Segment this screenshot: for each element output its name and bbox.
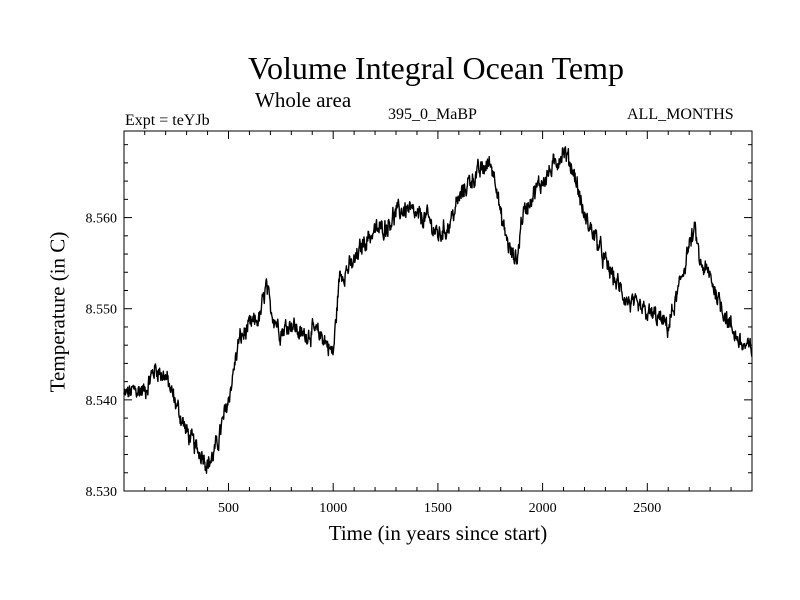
axis-ticks [124,131,752,492]
x-tick-label: 500 [218,501,239,516]
y-tick-label: 8.540 [86,394,118,409]
period-label: ALL_MONTHS [627,106,734,123]
x-tick-label: 2500 [633,501,661,516]
experiment-id: 395_0_MaBP [388,106,477,123]
chart-subtitle: Whole area [255,88,352,112]
x-tick-label: 1000 [319,501,347,516]
chart-title: Volume Integral Ocean Temp [247,50,624,86]
temperature-series-line [123,146,753,474]
x-tick-label: 2000 [529,501,557,516]
y-tick-label: 8.530 [86,485,118,500]
x-axis-label: Time (in years since start) [328,521,548,545]
y-tick-label: 8.550 [86,303,118,318]
x-tick-label: 1500 [424,501,452,516]
experiment-label: Expt = teYJb [125,112,210,129]
y-axis-label: Temperature (in C) [45,231,70,393]
y-tick-label: 8.560 [86,212,118,227]
axis-tick-labels: 500 1000 1500 2000 2500 8.530 8.540 8.550 8.560 [86,212,662,516]
plot-frame [123,130,753,492]
